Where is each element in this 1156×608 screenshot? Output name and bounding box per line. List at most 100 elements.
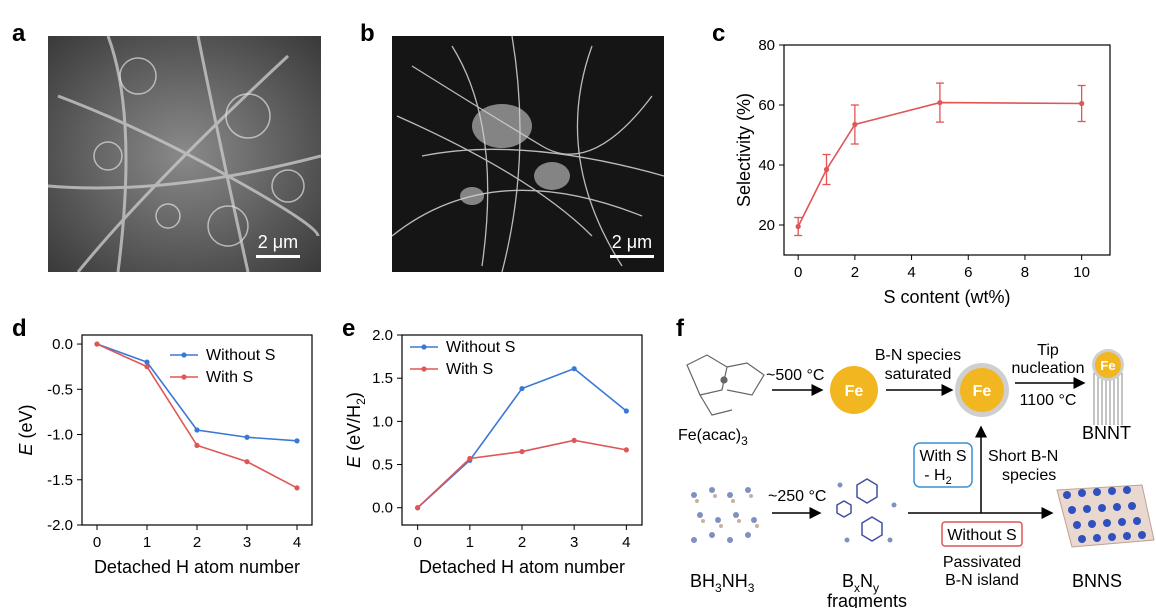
scalebar-a-label: 2 μm: [257, 232, 299, 252]
y-tick-label: 1.0: [372, 413, 393, 430]
bh3nh3-bonds: [695, 494, 759, 528]
y-axis-label-symbol: E: [16, 443, 36, 456]
x-tick-label: 1: [466, 534, 474, 551]
data-point: [467, 455, 473, 462]
y-axis-label: E (eV): [16, 404, 36, 455]
fe-saturated-particle: [960, 368, 1004, 412]
data-point: [852, 121, 858, 128]
sem-texture-a: [48, 36, 321, 272]
fe-acac-label: Fe(acac)3: [678, 427, 748, 448]
scalebar-a: 2 μm: [256, 232, 300, 258]
x-tick-label: 2: [518, 534, 526, 551]
y-tick-label: 20: [758, 217, 775, 234]
series-line: [96, 343, 298, 489]
x-tick-label: 4: [293, 534, 301, 551]
x-tick-label: 0: [794, 264, 802, 281]
fe-acac-molecule: [686, 354, 765, 416]
x-tick-label: 2: [193, 534, 201, 551]
data-point: [194, 427, 200, 433]
y-tick-label: 0.0: [52, 336, 73, 353]
x-tick-label: 4: [622, 534, 630, 551]
y-axis-label-unit: (eV/H: [344, 405, 364, 456]
chart-c: 0 2 4 6 8 10 20 40 60 80 S content (wt%) Selectivit…: [734, 37, 1111, 307]
data-point: [415, 505, 421, 511]
tip-line2: nucleation: [1012, 360, 1085, 377]
scalebar-b-label: 2 μm: [611, 232, 653, 252]
y-tick-label: -1.0: [47, 427, 73, 444]
data-point: [571, 437, 577, 443]
y-tick-label: 80: [758, 37, 775, 54]
y-axis-label-close: ): [344, 392, 364, 398]
with-s-box: [913, 442, 973, 488]
fe-particle-label: Fe: [845, 383, 864, 400]
y-tick-label: -2.0: [47, 517, 73, 534]
data-point: [294, 438, 300, 444]
y-tick-label: 40: [758, 157, 775, 174]
panel-letter-b: b: [360, 20, 375, 47]
short-bn-line1: Short B-N: [988, 448, 1058, 465]
bxny-label: BxNy: [842, 571, 879, 595]
with-s-line2: - H2: [924, 467, 951, 487]
legend-label: With S: [446, 361, 493, 378]
data-point: [144, 364, 150, 370]
data-point: [294, 485, 300, 491]
data-point: [823, 166, 830, 173]
without-s-label: Without S: [947, 527, 1016, 544]
data-point: [519, 385, 525, 392]
legend-marker: [421, 344, 427, 350]
temp-500-label: ~500 °C: [766, 367, 824, 384]
chart-d: 0 1 2 3 4 0.0 -0.5 -1.0 -1.5 -2.0 Detached H atom …: [16, 334, 313, 577]
x-tick-label: 10: [1073, 264, 1090, 281]
diagram-f: Fe(acac)3 ~500 °C Fe B-N species saturat…: [678, 342, 1155, 608]
data-point: [144, 359, 150, 365]
scalebar-b-bar: [610, 255, 654, 258]
data-point: [937, 100, 943, 106]
without-s-box: [941, 521, 1023, 547]
bn-saturated-line2: saturated: [885, 366, 952, 383]
x-axis-label: Detached H atom number: [419, 557, 625, 577]
legend-marker: [181, 352, 187, 358]
data-point: [623, 447, 629, 453]
bxny-dots: [837, 482, 897, 543]
x-axis-label: S content (wt%): [883, 287, 1010, 307]
with-s-line1: With S: [919, 448, 966, 465]
bxny-fragments: [836, 478, 883, 542]
bh3nh3-molecules: [691, 487, 757, 543]
panel-letter-d: d: [12, 315, 27, 342]
data-point: [244, 434, 250, 440]
y-axis-label: E (eV/H2): [344, 392, 368, 468]
legend-label: Without S: [446, 339, 515, 356]
bnns-label: BNNS: [1072, 571, 1122, 591]
chart-e: 0 1 2 3 4 0.0 0.5 1.0 1.5 2.0 Detached H atom numb…: [344, 327, 643, 577]
legend-marker: [421, 366, 427, 372]
passivated-line2: B-N island: [945, 572, 1019, 589]
y-axis-label-unit: (eV): [16, 404, 36, 443]
y-tick-label: 0.0: [372, 500, 393, 517]
data-point: [571, 366, 577, 372]
plot-frame: [401, 334, 643, 526]
x-tick-label: 4: [907, 264, 915, 281]
fe-saturated-label: Fe: [973, 383, 992, 400]
x-axis-label: Detached H atom number: [94, 557, 300, 577]
data-point: [623, 408, 629, 414]
y-axis-label-subscript: 2: [354, 398, 368, 405]
x-tick-label: 2: [851, 264, 859, 281]
panel-letter-f: f: [676, 315, 684, 342]
scalebar-b: 2 μm: [610, 232, 654, 258]
x-tick-label: 8: [1021, 264, 1029, 281]
passivated-line1: Passivated: [943, 554, 1021, 571]
sem-image-a: 2 μm: [48, 36, 321, 272]
y-axis-label-symbol: E: [344, 455, 364, 468]
x-tick-label: 3: [243, 534, 251, 551]
data-point: [244, 459, 250, 465]
data-point: [1079, 100, 1085, 107]
x-tick-label: 3: [570, 534, 578, 551]
data-point: [194, 442, 200, 448]
sem-image-b: 2 μm: [392, 36, 664, 272]
x-tick-label: 1: [143, 534, 151, 551]
x-tick-label: 0: [413, 534, 421, 551]
y-tick-label: -0.5: [47, 381, 73, 398]
temp-250-label: ~250 °C: [768, 488, 826, 505]
y-tick-label: 0.5: [372, 457, 393, 474]
short-bn-line2: species: [1002, 467, 1056, 484]
